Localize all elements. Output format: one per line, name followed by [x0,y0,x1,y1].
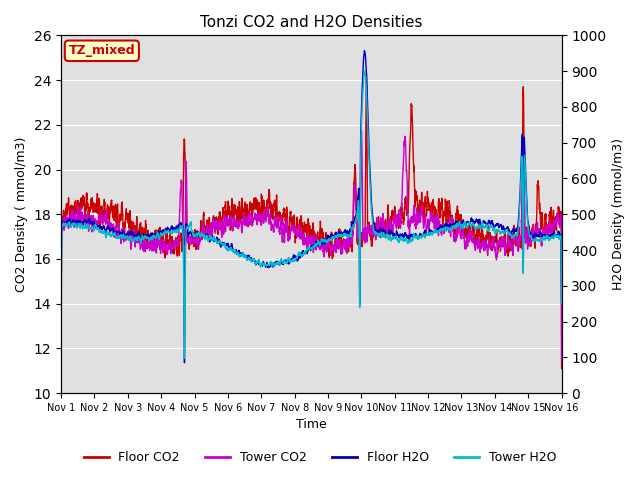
Legend: Floor CO2, Tower CO2, Floor H2O, Tower H2O: Floor CO2, Tower CO2, Floor H2O, Tower H… [79,446,561,469]
X-axis label: Time: Time [296,419,326,432]
Y-axis label: CO2 Density ( mmol/m3): CO2 Density ( mmol/m3) [15,136,28,292]
Y-axis label: H2O Density (mmol/m3): H2O Density (mmol/m3) [612,138,625,290]
Title: Tonzi CO2 and H2O Densities: Tonzi CO2 and H2O Densities [200,15,422,30]
Text: TZ_mixed: TZ_mixed [68,44,135,57]
